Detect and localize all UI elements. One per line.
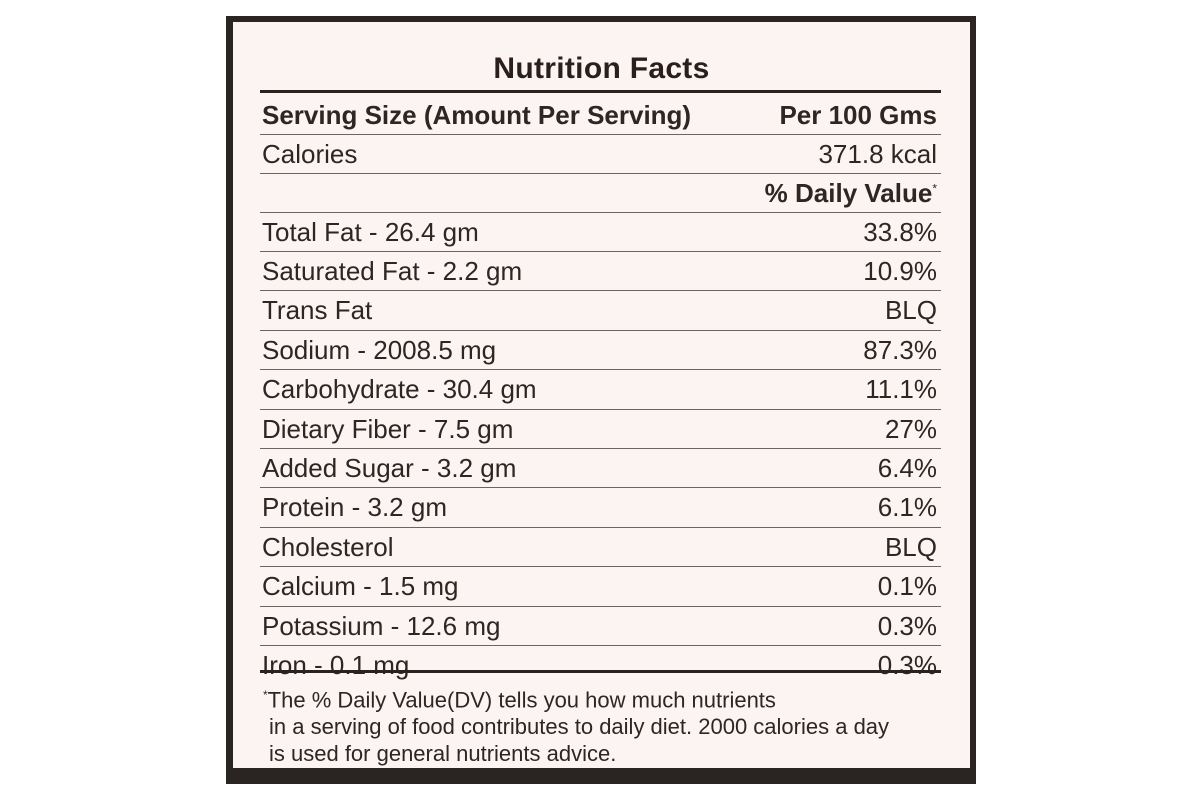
nutrient-row: Trans Fat BLQ [260, 292, 941, 331]
serving-size-label: Serving Size (Amount Per Serving) [262, 99, 692, 130]
nutrient-daily-value: BLQ [884, 295, 937, 326]
nutrient-row: Total Fat - 26.4 gm 33.8% [260, 213, 941, 252]
daily-value-header-text: % Daily Value [764, 177, 933, 208]
nutrient-name: Total Fat - 26.4 gm [262, 216, 479, 247]
daily-value-asterisk: * [932, 180, 937, 195]
footnote: *The % Daily Value(DV) tells you how muc… [263, 682, 943, 767]
nutrient-name: Cholesterol [262, 531, 394, 562]
nutrient-name: Trans Fat [262, 295, 373, 326]
footnote-line-3: is used for general nutrients advice. [269, 741, 617, 767]
nutrient-name: Potassium - 12.6 mg [262, 610, 501, 641]
nutrient-row: Added Sugar - 3.2 gm 6.4% [260, 449, 941, 489]
serving-size-value: Per 100 Gms [779, 99, 937, 130]
serving-size-row: Serving Size (Amount Per Serving) Per 10… [260, 96, 941, 135]
calories-value: 371.8 kcal [818, 138, 937, 169]
nutrient-daily-value: 11.1% [865, 374, 937, 405]
nutrient-daily-value: 6.1% [877, 492, 937, 523]
nutrient-name: Calcium - 1.5 mg [262, 571, 459, 602]
nutrient-daily-value: 0.1% [877, 571, 937, 602]
top-thick-divider [260, 90, 941, 93]
nutrient-daily-value: 33.8% [863, 216, 937, 247]
nutrient-row: Cholesterol BLQ [260, 528, 941, 568]
nutrient-name: Saturated Fat - 2.2 gm [262, 255, 523, 286]
nutrient-daily-value: 0.3% [877, 610, 937, 641]
daily-value-header: % Daily Value* [765, 178, 941, 209]
nutrient-row: Potassium - 12.6 mg 0.3% [260, 607, 941, 646]
nutrient-daily-value: 27% [884, 413, 937, 444]
nutrient-row: Saturated Fat - 2.2 gm 10.9% [260, 252, 941, 292]
nutrient-name: Carbohydrate - 30.4 gm [262, 374, 537, 405]
nutrient-name: Iron - 0.1 mg [262, 650, 410, 681]
nutrient-name: Sodium - 2008.5 mg [262, 334, 497, 365]
nutrient-daily-value: 0.3% [877, 650, 937, 681]
bottom-thick-divider [260, 670, 941, 673]
nutrient-row: Calcium - 1.5 mg 0.1% [260, 568, 941, 607]
nutrient-daily-value: 6.4% [877, 452, 937, 483]
nutrient-name: Dietary Fiber - 7.5 gm [262, 413, 514, 444]
nutrient-name: Added Sugar - 3.2 gm [262, 452, 517, 483]
nutrient-daily-value: 87.3% [863, 334, 937, 365]
label-title: Nutrition Facts [493, 52, 710, 85]
footnote-asterisk: * [263, 688, 268, 702]
nutrient-row: Dietary Fiber - 7.5 gm 27% [260, 410, 941, 449]
footnote-line-2: in a serving of food contributes to dail… [269, 714, 890, 740]
calories-row: Calories 371.8 kcal [260, 135, 941, 174]
nutrition-label-panel: Nutrition Facts Serving Size (Amount Per… [233, 22, 970, 768]
calories-label: Calories [262, 138, 358, 169]
nutrient-daily-value: 10.9% [863, 255, 937, 286]
nutrient-row: Protein - 3.2 gm 6.1% [260, 489, 941, 528]
daily-value-header-row: % Daily Value* [260, 174, 941, 213]
nutrient-name: Protein - 3.2 gm [262, 492, 447, 523]
nutrient-row: Iron - 0.1 mg 0.3% [260, 646, 941, 685]
nutrient-row: Sodium - 2008.5 mg 87.3% [260, 331, 941, 371]
nutrient-daily-value: BLQ [884, 531, 937, 562]
footnote-text-1: The % Daily Value(DV) tells you how much… [267, 687, 776, 713]
nutrient-row: Carbohydrate - 30.4 gm 11.1% [260, 371, 941, 410]
footnote-line-1: *The % Daily Value(DV) tells you how muc… [263, 682, 943, 713]
